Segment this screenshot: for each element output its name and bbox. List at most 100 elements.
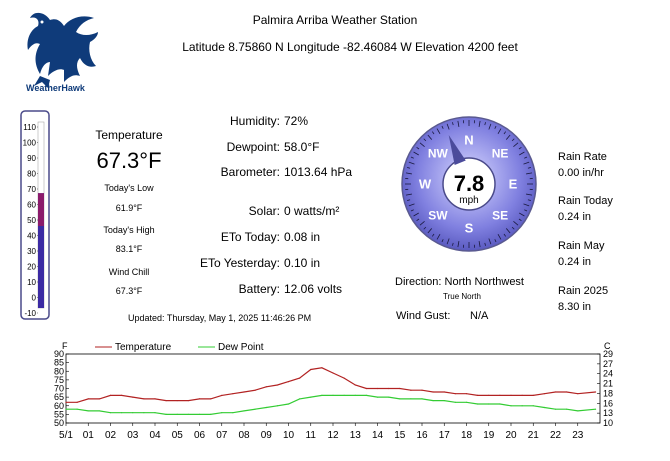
thermo-tick-label: 30 xyxy=(27,247,36,256)
temperature-point xyxy=(87,398,89,400)
dew-point-point xyxy=(232,412,234,414)
y-tick-left: 80 xyxy=(54,366,64,376)
temperature-point xyxy=(287,381,290,383)
x-tick-label: 5/1 xyxy=(59,430,73,441)
y-tick-right: 24 xyxy=(603,369,613,379)
x-tick-label: 02 xyxy=(105,430,117,441)
temperature-point xyxy=(577,393,579,395)
dew-point-point xyxy=(454,401,456,403)
x-tick-label: 10 xyxy=(283,430,295,441)
x-tick-label: 04 xyxy=(149,430,161,441)
dew-point-point xyxy=(187,413,189,415)
temperature-point xyxy=(488,394,490,396)
y-tick-right: 13 xyxy=(603,408,613,418)
dew-point-point xyxy=(198,413,201,415)
y-tick-right: 29 xyxy=(603,349,613,359)
dew-point-point xyxy=(265,406,267,409)
compass-point-n: N xyxy=(464,133,473,148)
temperature-point xyxy=(443,391,445,393)
y-tick-right: 21 xyxy=(603,379,613,389)
dew-point-point xyxy=(76,408,78,410)
dew-point-point xyxy=(577,410,579,412)
temperature-point xyxy=(143,398,145,400)
todays-low-label: Today's Low xyxy=(104,183,154,193)
temperature-point xyxy=(276,384,278,386)
temperature-point xyxy=(532,394,534,396)
rain-month-label: Rain May xyxy=(558,240,605,252)
x-tick-label: 20 xyxy=(505,430,517,441)
right-unit-label: C xyxy=(604,341,611,351)
weatherhawk-logo xyxy=(27,12,98,88)
wind-chill-value: 67.3°F xyxy=(115,286,143,296)
dew-point-point xyxy=(521,405,523,407)
y-tick-right: 18 xyxy=(603,388,613,398)
temperature-chart: Temperature Dew Point F C 908580757065605550… xyxy=(54,341,613,441)
x-tick-label: 01 xyxy=(83,430,95,441)
temperature-point xyxy=(221,394,223,396)
x-tick-label: 07 xyxy=(216,430,228,441)
temperature-point xyxy=(154,398,156,400)
solar-label: Solar: xyxy=(248,204,280,218)
solar-value: 0 watts/m² xyxy=(284,204,340,218)
barometer-label: Barometer: xyxy=(220,165,280,179)
temperature-point xyxy=(310,368,312,371)
temperature-point xyxy=(343,377,345,379)
x-tick-label: 19 xyxy=(483,430,495,441)
eto-today-label: ETo Today: xyxy=(220,230,280,244)
rain-today-value: 0.24 in xyxy=(558,211,592,223)
temperature-point xyxy=(388,387,390,390)
compass-point-e: E xyxy=(509,177,518,192)
temperature-point xyxy=(421,389,423,391)
dew-point-point xyxy=(254,408,256,410)
left-unit-label: F xyxy=(62,341,68,351)
x-tick-label: 13 xyxy=(350,430,362,441)
temperature-point xyxy=(332,372,334,374)
y-tick-right: 16 xyxy=(603,398,613,408)
chart-legend: Temperature Dew Point xyxy=(95,342,264,353)
compass-point-se: SE xyxy=(492,209,508,223)
eto-yesterday-value: 0.10 in xyxy=(284,256,321,270)
dew-point-point xyxy=(276,405,278,407)
humidity-label: Humidity: xyxy=(229,114,280,128)
x-tick-label: 17 xyxy=(439,430,451,441)
dew-point-point xyxy=(165,413,167,415)
dew-point-point xyxy=(594,408,597,410)
y-tick-left: 50 xyxy=(54,418,64,428)
compass-point-sw: SW xyxy=(428,209,448,223)
station-location: Latitude 8.75860 N Longitude -82.46084 W… xyxy=(182,40,518,54)
wind-chill-label: Wind Chill xyxy=(108,267,150,277)
legend-dew-point: Dew Point xyxy=(218,342,264,353)
dewpoint-label: Dewpoint: xyxy=(226,140,280,154)
temperature-point xyxy=(176,399,178,402)
x-tick-label: 09 xyxy=(261,430,273,441)
temperature-point xyxy=(265,386,267,388)
temperature-point xyxy=(566,391,568,393)
compass-point-nw: NW xyxy=(428,146,449,160)
dew-point-point xyxy=(221,412,223,414)
temperature-point xyxy=(98,398,100,400)
humidity-value: 72% xyxy=(284,114,309,128)
temperature-series-line xyxy=(66,367,596,403)
temperature-point xyxy=(76,401,78,403)
rain-year-value: 8.30 in xyxy=(558,301,592,313)
temperature-point xyxy=(499,394,501,396)
temperature-point xyxy=(65,401,67,403)
x-tick-label: 23 xyxy=(572,430,584,441)
dew-point-point xyxy=(488,403,490,405)
temperature-point xyxy=(432,391,434,393)
dew-point-point xyxy=(299,398,301,400)
dew-point-point xyxy=(354,394,356,396)
rain-year-label: Rain 2025 xyxy=(558,285,609,297)
dew-point-point xyxy=(143,412,145,414)
dew-point-point xyxy=(376,396,379,398)
dew-point-point xyxy=(443,399,445,402)
temperature-point xyxy=(399,387,401,390)
y-tick-left: 70 xyxy=(54,384,64,394)
temperature-point xyxy=(510,394,512,396)
thermo-tick-label: 40 xyxy=(27,232,36,241)
temperature-point xyxy=(410,389,412,391)
dew-point-point xyxy=(477,403,479,405)
dew-point-point xyxy=(310,396,312,398)
dew-point-point xyxy=(343,394,345,396)
dew-point-point xyxy=(432,399,434,402)
